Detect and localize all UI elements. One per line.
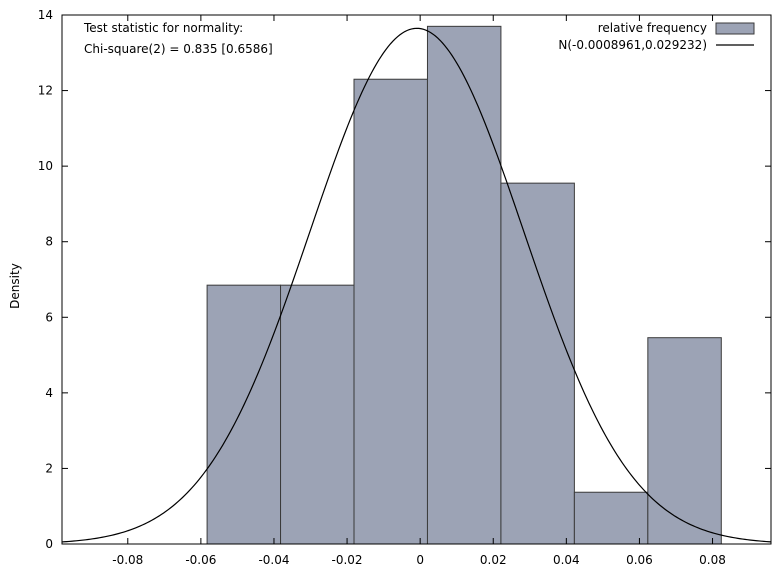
x-tick-label: -0.08 <box>112 553 143 567</box>
y-axis-title: Density <box>8 263 22 309</box>
x-tick-label: -0.02 <box>332 553 363 567</box>
legend: relative frequency N(-0.0008961,0.029232… <box>558 21 755 52</box>
legend-swatch-relative-frequency <box>715 22 755 35</box>
histogram-bar <box>206 284 282 545</box>
x-tick-label: -0.06 <box>185 553 216 567</box>
legend-label-relative-frequency: relative frequency <box>598 21 707 35</box>
y-tick-label: 2 <box>45 461 53 475</box>
y-tick-label: 12 <box>38 84 53 98</box>
x-axis-ticks: -0.08 -0.06 -0.04 -0.02 0 0.02 0.04 0.06 0.08 <box>112 15 726 567</box>
histogram-bar <box>647 337 722 545</box>
histogram-bar <box>353 78 428 545</box>
x-tick-label: 0.02 <box>480 553 507 567</box>
y-tick-label: 4 <box>45 386 53 400</box>
normal-density-curve <box>61 27 772 543</box>
histogram-bar <box>500 182 575 545</box>
y-tick-label: 10 <box>38 159 53 173</box>
y-tick-label: 14 <box>38 8 53 22</box>
histogram-bar <box>426 25 502 545</box>
x-tick-label: 0.08 <box>699 553 726 567</box>
y-tick-label: 8 <box>45 235 53 249</box>
y-axis-ticks: 0 2 4 6 8 10 12 14 <box>38 8 771 551</box>
histogram-bar <box>573 491 649 545</box>
x-tick-label: 0.06 <box>626 553 653 567</box>
histogram-bar <box>280 284 355 545</box>
histogram-bars <box>206 25 722 545</box>
x-tick-label: 0.04 <box>553 553 580 567</box>
y-tick-label: 0 <box>45 537 53 551</box>
plot-frame <box>61 14 772 545</box>
x-tick-label: 0 <box>416 553 424 567</box>
chi-square-result: Chi-square(2) = 0.835 [0.6586] <box>84 42 273 56</box>
normality-test-title: Test statistic for normality: <box>83 21 243 35</box>
x-tick-label: -0.04 <box>258 553 289 567</box>
legend-label-normal-curve: N(-0.0008961,0.029232) <box>558 38 707 52</box>
y-tick-label: 6 <box>45 310 53 324</box>
